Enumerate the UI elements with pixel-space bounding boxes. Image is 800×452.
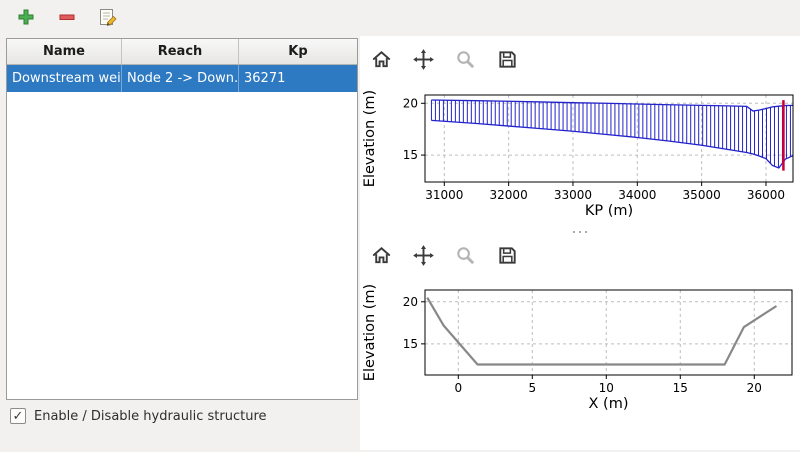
- svg-text:35000: 35000: [683, 188, 721, 202]
- cell-kp: 36271: [244, 71, 286, 86]
- save-button[interactable]: [494, 242, 521, 269]
- home-icon: [372, 51, 391, 68]
- save-icon: [499, 247, 516, 264]
- svg-text:15: 15: [403, 337, 418, 351]
- column-header-name[interactable]: Name: [7, 39, 122, 64]
- svg-text:10: 10: [599, 381, 614, 395]
- column-header-reach[interactable]: Reach: [122, 39, 239, 64]
- splitter-handle[interactable]: [560, 229, 600, 235]
- svg-text:20: 20: [403, 295, 418, 309]
- main-toolbar: [0, 0, 800, 34]
- zoom-icon: [457, 247, 475, 265]
- svg-text:34000: 34000: [618, 188, 656, 202]
- pan-button[interactable]: [410, 242, 437, 269]
- plots-panel: 31000 32000 33000 34000 35000 36000 15 20 KP (m)…: [360, 36, 800, 450]
- cross-section-plot[interactable]: 0 5 10 15 20 15 20 X (m) Elevation (m): [360, 278, 800, 448]
- checkmark-icon: ✓: [12, 408, 24, 424]
- remove-structure-button[interactable]: [55, 5, 79, 29]
- svg-text:5: 5: [528, 381, 536, 395]
- save-button[interactable]: [494, 46, 521, 73]
- zoom-button[interactable]: [452, 46, 479, 73]
- svg-text:KP (m): KP (m): [585, 203, 633, 219]
- svg-text:15: 15: [673, 381, 688, 395]
- add-structure-button[interactable]: [14, 5, 38, 29]
- svg-text:20: 20: [403, 96, 418, 110]
- home-button[interactable]: [368, 46, 395, 73]
- section-plot-toolbar: [368, 242, 521, 269]
- kp-profile-plot[interactable]: 31000 32000 33000 34000 35000 36000 15 20 KP (m)…: [360, 80, 800, 225]
- column-header-kp[interactable]: Kp: [288, 44, 308, 59]
- edit-structure-button[interactable]: [96, 5, 120, 29]
- save-icon: [499, 51, 516, 68]
- pan-icon: [413, 49, 434, 70]
- enable-structure-checkbox[interactable]: ✓: [10, 408, 26, 424]
- kp-plot-toolbar: [368, 46, 521, 73]
- svg-text:Elevation (m): Elevation (m): [362, 90, 378, 187]
- svg-text:20: 20: [747, 381, 762, 395]
- svg-text:15: 15: [403, 148, 418, 162]
- enable-structure-row: ✓ Enable / Disable hydraulic structure: [10, 408, 267, 424]
- zoom-button[interactable]: [452, 242, 479, 269]
- zoom-icon: [457, 51, 475, 69]
- home-button[interactable]: [368, 242, 395, 269]
- pan-icon: [413, 245, 434, 266]
- structures-table: Name Reach Kp Downstream weir Node 2 -> …: [6, 38, 358, 400]
- plus-icon: [18, 9, 34, 25]
- svg-text:31000: 31000: [425, 188, 463, 202]
- svg-text:Elevation (m): Elevation (m): [362, 284, 378, 381]
- cell-reach: Node 2 -> Down...: [122, 65, 239, 92]
- table-header: Name Reach Kp: [7, 39, 357, 65]
- svg-text:0: 0: [454, 381, 462, 395]
- svg-text:32000: 32000: [490, 188, 528, 202]
- pan-button[interactable]: [410, 46, 437, 73]
- cell-name: Downstream weir: [7, 65, 122, 92]
- home-icon: [372, 247, 391, 264]
- svg-text:36000: 36000: [747, 188, 785, 202]
- svg-text:33000: 33000: [554, 188, 592, 202]
- enable-structure-label: Enable / Disable hydraulic structure: [34, 408, 267, 424]
- svg-text:X (m): X (m): [589, 396, 629, 412]
- edit-icon: [100, 9, 117, 26]
- minus-icon: [59, 14, 75, 20]
- table-row[interactable]: Downstream weir Node 2 -> Down... 36271: [7, 65, 357, 92]
